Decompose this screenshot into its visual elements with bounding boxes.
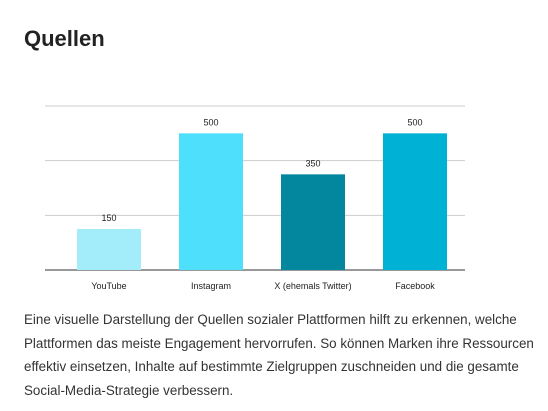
bar <box>281 174 345 270</box>
x-tick-label: X (ehemals Twitter) <box>274 281 351 291</box>
x-tick-label: Facebook <box>395 281 435 291</box>
chart: 150 YouTube 500 Instagram 350 X (ehemals Twit… <box>45 105 465 291</box>
data-label: 500 <box>407 117 422 127</box>
data-label: 500 <box>203 117 218 127</box>
x-tick-label: YouTube <box>91 281 126 291</box>
data-label: 150 <box>101 213 116 223</box>
bar <box>77 229 141 270</box>
data-label: 350 <box>305 158 320 168</box>
bar <box>179 133 243 270</box>
bar <box>383 133 447 270</box>
x-tick-label: Instagram <box>191 281 231 291</box>
chart-title: Quellen <box>24 26 105 51</box>
description: Eine visuelle Darstellung der Quellen so… <box>24 312 534 398</box>
